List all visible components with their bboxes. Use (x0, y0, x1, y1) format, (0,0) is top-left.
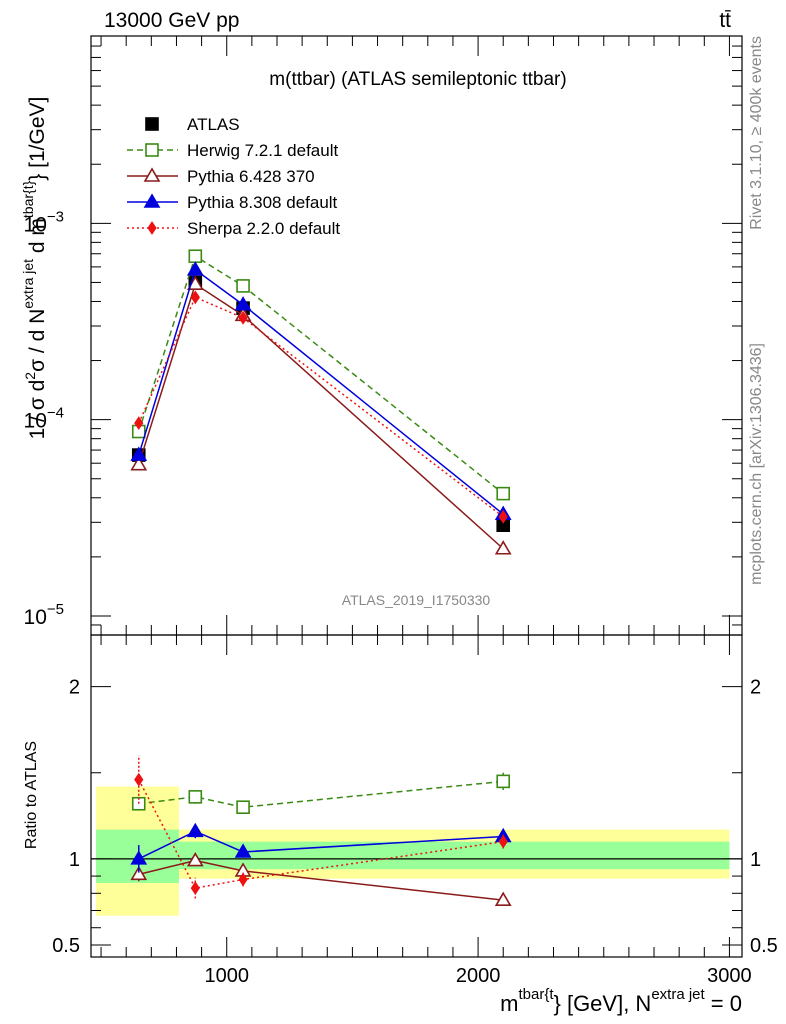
legend-label: Herwig 7.2.1 default (187, 141, 338, 160)
data-point (496, 486, 511, 501)
ratio-y-tick-label: 2 (69, 677, 80, 699)
legend-marker (145, 117, 159, 131)
x-tick-label: 3000 (707, 965, 752, 987)
ratio-y-axis-label: Ratio to ATLAS (23, 741, 40, 849)
series-pythia-8-308-default (130, 261, 512, 520)
ratio-series-herwig-7-2-1-default (131, 772, 511, 814)
legend-marker (143, 193, 161, 208)
analysis-watermark: ATLAS_2019_I1750330 (342, 592, 491, 608)
ratio-data (130, 755, 512, 906)
y-tick-label: 10−4 (24, 405, 64, 433)
legend-label: Pythia 6.428 370 (187, 167, 315, 186)
series-line (138, 268, 504, 515)
ratio-series-line (138, 859, 504, 901)
main-data (130, 249, 512, 555)
x-axis-label: mtbar{t} [GeV], Nextra jet = 0 (500, 986, 742, 1016)
data-point (130, 446, 148, 461)
legend-marker (147, 221, 157, 235)
series-line (138, 255, 504, 495)
ratio-point (234, 843, 252, 858)
data-point (238, 310, 248, 325)
energy-label: 13000 GeV pp (104, 9, 239, 32)
ratio-panel: 0.5 0.5 1 1 2 2 1000 2000 3000 Ratio to ATLAS mt… (23, 634, 778, 1016)
mcplots-credit-label: mcplots.cern.ch [arXiv:1306.3436] (748, 343, 765, 585)
ratio-point (496, 774, 511, 789)
y-tick-label: 10−5 (24, 601, 64, 629)
data-point (130, 456, 148, 471)
ratio-series-pythia-8-308-default (130, 822, 512, 873)
legend-label: ATLAS (187, 115, 240, 134)
data-point (234, 296, 252, 311)
ratio-point (130, 850, 148, 865)
ratio-point (494, 891, 512, 906)
ratio-point (498, 834, 508, 849)
ratio-series-line (138, 779, 504, 889)
ratio-y-tick-label-right: 0.5 (750, 935, 778, 957)
series-herwig-7-2-1-default (131, 249, 511, 501)
data-point (186, 261, 204, 276)
series-atlas (131, 275, 511, 532)
ratio-y-tick-label: 1 (69, 849, 80, 871)
data-point (236, 279, 250, 293)
legend-label: Sherpa 2.2.0 default (187, 219, 340, 238)
ratio-point (134, 772, 144, 787)
ratio-point (190, 881, 200, 896)
legend-marker (145, 143, 159, 157)
legend-entry: Pythia 6.428 370 (127, 167, 315, 186)
ratio-series-line (138, 830, 504, 860)
x-tick-label: 1000 (204, 965, 249, 987)
ratio-point (186, 822, 204, 838)
series-pythia-6-428-370 (130, 275, 512, 555)
legend-marker (143, 167, 161, 182)
data-point (498, 509, 508, 524)
series-sherpa-2-2-0-default (134, 290, 508, 524)
y-tick-label: 10−3 (24, 208, 64, 236)
series-line (138, 296, 504, 518)
ratio-point (236, 800, 250, 814)
legend-entry: ATLAS (145, 115, 240, 134)
series-line (138, 282, 504, 550)
ratio-point (186, 851, 204, 867)
legend-entry: Herwig 7.2.1 default (127, 141, 338, 160)
main-axes: 10−5 10−4 10−3 (24, 35, 743, 636)
legend-label: Pythia 8.308 default (187, 193, 338, 212)
x-tick-label: 2000 (456, 965, 501, 987)
ratio-axes: 0.5 0.5 1 1 2 2 1000 2000 3000 (52, 634, 778, 987)
ratio-y-tick-label: 0.5 (52, 935, 80, 957)
legend: ATLAS Herwig 7.2.1 default Pythia 6.428 37… (127, 115, 340, 238)
ratio-series-line (138, 780, 504, 808)
process-label: tt̄ (719, 9, 731, 32)
main-panel: 10−5 10−4 10−3 m(ttbar) (ATLAS semileptoni… (20, 35, 743, 636)
stat-band (178, 841, 730, 870)
ratio-point (130, 865, 148, 881)
main-y-axis-label: 1 / σ d2σ / d Nextra jet d mtbar{t}} [1/… (20, 97, 49, 440)
ratio-point (238, 872, 248, 887)
data-point (494, 540, 512, 555)
data-point (190, 290, 200, 305)
data-point (188, 249, 203, 264)
ratio-point (188, 790, 203, 804)
ratio-y-tick-label-right: 1 (750, 849, 761, 871)
ratio-y-tick-label-right: 2 (750, 677, 761, 699)
plot-title: m(ttbar) (ATLAS semileptonic ttbar) (269, 69, 566, 90)
ratio-series-sherpa-2-2-0-default (134, 755, 508, 899)
rivet-version-label: Rivet 3.1.10, ≥ 400k events (748, 36, 765, 230)
legend-entry: Sherpa 2.2.0 default (127, 219, 340, 238)
data-point (134, 416, 144, 431)
ratio-frame (90, 634, 743, 958)
legend-entry: Pythia 8.308 default (127, 193, 338, 212)
ratio-uncertainty-bands (96, 786, 730, 916)
